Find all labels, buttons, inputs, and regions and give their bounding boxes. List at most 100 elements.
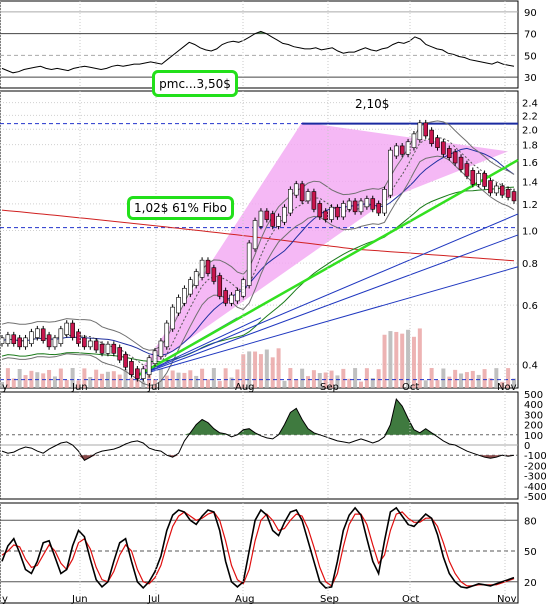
volume-bar <box>311 370 316 388</box>
candle-body <box>376 203 381 214</box>
price-tick-label: 1.0 <box>522 226 538 237</box>
candle-body <box>311 191 317 210</box>
volume-bar <box>158 368 163 388</box>
candle-body <box>111 343 117 354</box>
volume-bar <box>400 333 405 388</box>
volume-bar <box>406 329 411 388</box>
price-panel <box>0 90 519 389</box>
candle-body <box>494 185 499 194</box>
candle-body <box>5 334 11 344</box>
x-tick-label: Oct <box>402 382 419 393</box>
candle-body <box>323 210 328 220</box>
price-tick-label: 1.6 <box>522 158 538 169</box>
price-tick-label: 2.4 <box>522 99 538 110</box>
volume-bar <box>388 331 393 388</box>
band-lower <box>1 155 515 386</box>
volume-bar <box>459 373 464 388</box>
candle-body <box>364 198 370 208</box>
volume-bar <box>429 368 434 388</box>
x-tick-label-bottom: y <box>2 594 8 604</box>
cci-tick-label: 0 <box>524 441 530 452</box>
candle-body <box>235 290 240 302</box>
candle-body <box>399 145 405 155</box>
volume-bar <box>288 368 293 388</box>
candle-body <box>270 213 276 227</box>
candle-body <box>58 328 64 344</box>
volume-bar <box>235 369 240 388</box>
volume-bar <box>488 378 493 388</box>
volume-bar <box>170 370 175 388</box>
volume-bar <box>494 368 499 388</box>
candle-body <box>93 340 99 351</box>
x-tick-label-bottom: Jun <box>71 594 88 604</box>
candle-body <box>264 210 270 220</box>
volume-bar <box>17 369 22 388</box>
candle-body <box>341 203 346 218</box>
candle-body <box>293 183 299 196</box>
candle-body <box>282 206 287 223</box>
candle-body <box>499 185 505 196</box>
volume-bar <box>182 372 187 388</box>
candle-body <box>435 137 440 148</box>
price-tick-label: 2.0 <box>522 125 538 136</box>
volume-bar <box>5 368 10 388</box>
price-tick-label: 0.8 <box>522 259 538 270</box>
volume-bar <box>294 379 299 388</box>
volume-bar <box>341 368 346 388</box>
fib-fan-area <box>137 122 509 376</box>
candle-body <box>305 191 311 202</box>
x-tick-label: Sep <box>320 382 339 393</box>
volume-bar <box>270 357 275 388</box>
ma-mid-line <box>1 147 515 356</box>
price-tick-label: 1.4 <box>522 177 538 188</box>
pmc-callout: pmc...3,50$ <box>152 70 238 97</box>
fan-line-2 <box>137 266 519 377</box>
cci-line <box>1 398 515 461</box>
candle-body <box>240 279 246 297</box>
candle-body <box>76 331 81 344</box>
volume-bar <box>153 378 158 388</box>
volume-bar <box>211 368 216 388</box>
candle-body <box>393 145 399 157</box>
volume-bar <box>376 369 381 388</box>
cci-tick-label: 300 <box>524 410 543 421</box>
x-tick-label-bottom: Jul <box>147 594 160 604</box>
panel-frame-3 <box>0 502 519 604</box>
price-tick-label: 1.2 <box>522 200 538 211</box>
volume-bar <box>335 375 340 388</box>
stoch-k-line <box>1 506 515 590</box>
candle-body <box>417 122 423 141</box>
volume-bar <box>512 378 516 388</box>
candle-body <box>193 271 199 286</box>
x-tick-label: y <box>2 382 8 393</box>
volume-bar <box>47 369 52 388</box>
candle-body <box>217 275 223 297</box>
candle-body <box>329 206 334 220</box>
candle-body <box>176 297 181 314</box>
volume-bar <box>223 368 228 388</box>
candle-body <box>205 259 211 274</box>
candle-body <box>87 340 93 348</box>
volume-bar <box>129 377 134 388</box>
volume-bar <box>506 368 511 388</box>
candle-body <box>370 198 376 210</box>
volume-bar <box>500 381 505 388</box>
candle-body <box>258 210 264 227</box>
volume-bar <box>217 381 222 388</box>
rsi-tick-label: 90 <box>524 8 537 19</box>
x-tick-label: Aug <box>235 382 255 393</box>
volume-bar <box>394 331 399 388</box>
candle-body <box>423 122 429 137</box>
candle-body <box>152 350 158 364</box>
candle-body <box>388 149 393 196</box>
candle-body <box>470 170 476 185</box>
volume-bar <box>482 369 487 388</box>
volume-bar <box>464 372 469 388</box>
volume-bar <box>370 378 375 388</box>
candle-body <box>29 331 34 344</box>
candle-body <box>211 267 217 282</box>
volume-bar <box>188 370 193 388</box>
candle-body <box>46 334 52 348</box>
volume-bar <box>441 368 446 388</box>
